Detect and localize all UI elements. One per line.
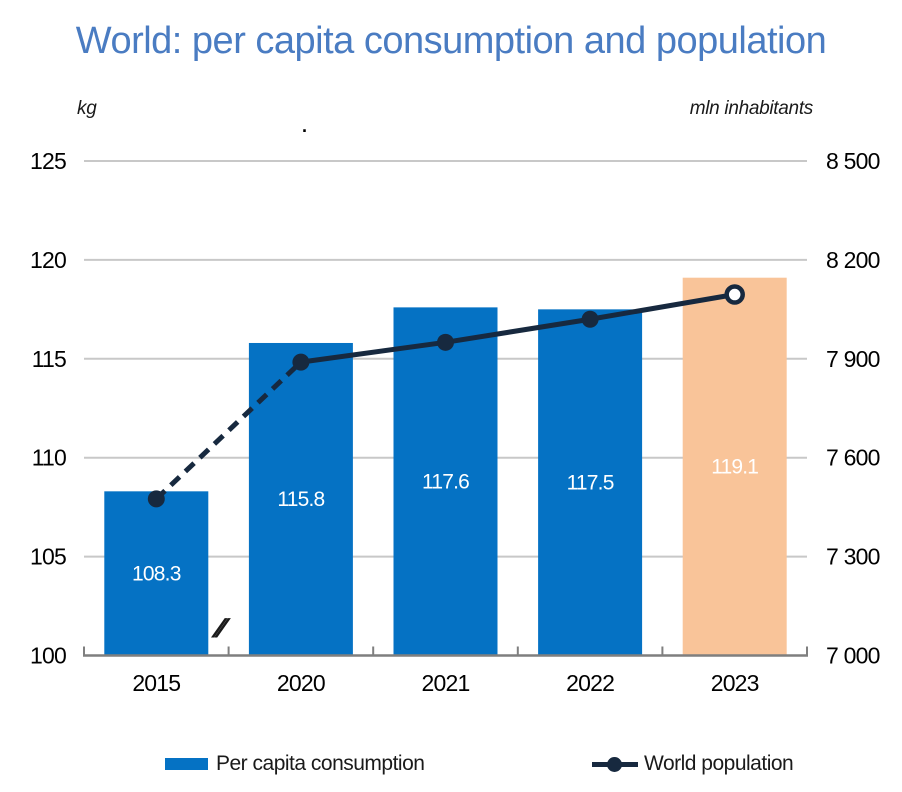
- population-marker-open-2023: [724, 284, 745, 305]
- population-marker-2020: [292, 353, 310, 371]
- x-axis-label-2020: 2020: [277, 670, 325, 696]
- right-tick-label-8500: 8 500: [826, 148, 880, 174]
- bar-value-label-2023: 119.1: [711, 456, 758, 479]
- population-line: [300, 292, 736, 365]
- population-marker-2022: [581, 310, 599, 328]
- population-marker-2015: [147, 490, 165, 508]
- x-axis-label-2023: 2023: [711, 670, 759, 696]
- bar-value-label-2020: 115.8: [277, 488, 324, 511]
- legend-item-world-population: World population: [592, 750, 794, 778]
- left-tick-label-115: 115: [32, 346, 66, 372]
- population-marker-2021: [437, 333, 454, 351]
- line-swatch-dot: [607, 756, 622, 772]
- bar-2015: [104, 491, 209, 656]
- x-axis-label-2015: 2015: [132, 670, 180, 696]
- left-tick-label-120: 120: [30, 247, 66, 273]
- right-tick-label-7600: 7 600: [826, 445, 880, 471]
- right-axis-unit-label: mln inhabitants: [689, 98, 814, 119]
- legend-label-world-population: World population: [644, 752, 794, 775]
- bar-2023: [682, 277, 787, 656]
- right-tick-label-7300: 7 300: [826, 544, 880, 570]
- right-tick-label-7900: 7 900: [826, 346, 880, 372]
- left-tick-label-100: 100: [30, 643, 66, 669]
- line-dot-swatch-icon: [592, 756, 638, 772]
- right-tick-label-8200: 8 200: [826, 247, 880, 273]
- left-tick-label-125: 125: [30, 148, 66, 174]
- x-axis-label-2021: 2021: [422, 670, 470, 696]
- left-tick-label-105: 105: [30, 544, 66, 570]
- legend: Per capita consumption World population: [0, 750, 902, 778]
- left-tick-label-110: 110: [32, 445, 66, 471]
- bar-2021: [393, 307, 498, 656]
- chart-title: World: per capita consumption and popula…: [75, 20, 827, 62]
- left-axis-unit-label: kg: [77, 98, 97, 119]
- bar-value-label-2021: 117.6: [422, 470, 469, 493]
- stray-period-artifact: .: [302, 116, 308, 136]
- legend-label-per-capita-consumption: Per capita consumption: [216, 752, 425, 775]
- population-line-dashed: [154, 360, 303, 501]
- bar-value-label-2022: 117.5: [567, 471, 614, 494]
- bar-swatch-icon: [165, 758, 208, 770]
- bar-value-label-2015: 108.3: [132, 562, 181, 585]
- legend-item-per-capita-consumption: Per capita consumption: [165, 750, 425, 778]
- bar-2022: [538, 309, 643, 656]
- right-tick-label-7000: 7 000: [826, 643, 880, 669]
- x-axis-label-2022: 2022: [566, 670, 614, 696]
